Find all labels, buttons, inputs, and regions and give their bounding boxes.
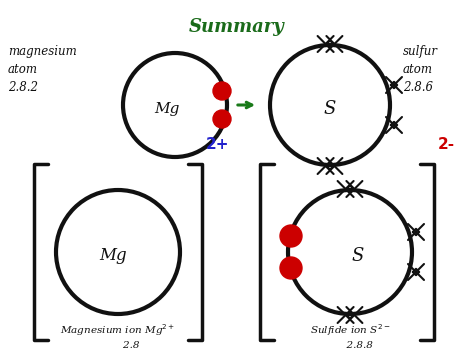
Text: Sulfide ion S$^{2-}$
      2.8.8: Sulfide ion S$^{2-}$ 2.8.8 (310, 322, 390, 350)
Circle shape (280, 225, 302, 247)
Text: S: S (324, 100, 336, 118)
Circle shape (213, 82, 231, 100)
Circle shape (280, 257, 302, 279)
Text: 2-: 2- (438, 137, 455, 152)
Text: Magnesium ion Mg$^{2+}$
        2.8: Magnesium ion Mg$^{2+}$ 2.8 (60, 322, 175, 350)
Text: Mg: Mg (155, 102, 180, 116)
Text: S: S (352, 247, 364, 265)
Text: sulfur
atom
2.8.6: sulfur atom 2.8.6 (403, 45, 438, 94)
Circle shape (213, 110, 231, 128)
Text: Mg: Mg (99, 247, 127, 264)
Text: 2+: 2+ (206, 137, 229, 152)
Text: magnesium
atom
2.8.2: magnesium atom 2.8.2 (8, 45, 77, 94)
Text: Summary: Summary (189, 18, 285, 36)
